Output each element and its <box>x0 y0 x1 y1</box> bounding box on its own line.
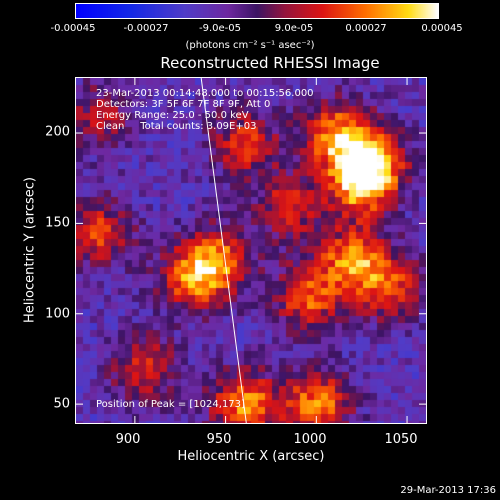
chart-title: Reconstructed RHESSI Image <box>160 54 380 72</box>
y-tick-label: 150 <box>45 215 70 231</box>
colorbar-tick-label: -0.00045 <box>50 23 96 34</box>
annotation-time: 23-Mar-2013 00:14:48.000 to 00:15:56.000 <box>96 88 314 99</box>
timestamp: 29-Mar-2013 17:36 <box>400 485 496 496</box>
x-tick-label: 950 <box>206 432 232 447</box>
colorbar-tick-label: -9.0e-05 <box>199 23 241 34</box>
colorbar-tick-label: 0.00027 <box>345 23 387 34</box>
colorbar-units: (photons cm⁻² s⁻¹ asec⁻²) <box>185 40 315 51</box>
annotation-energy: Energy Range: 25.0 - 50.0 keV <box>96 110 249 121</box>
x-axis-label: Heliocentric X (arcsec) <box>177 449 325 464</box>
colorbar-tick-label: -0.00027 <box>123 23 169 34</box>
colorbar-tick-label: 0.00045 <box>421 23 463 34</box>
y-tick-label: 200 <box>45 124 70 140</box>
plot-area: 23-Mar-2013 00:14:48.000 to 00:15:56.000… <box>75 77 427 424</box>
peak-position-label: Position of Peak = [1024,173] <box>96 399 245 410</box>
heatmap-image <box>76 78 426 423</box>
colorbar-gradient <box>76 4 438 18</box>
annotation-detectors: Detectors: 3F 5F 6F 7F 8F 9F, Att 0 <box>96 99 271 110</box>
colorbar-tick-label: 9.0e-05 <box>274 23 314 34</box>
x-tick-label: 1000 <box>293 432 327 447</box>
plot-overlay <box>200 78 247 423</box>
annotation-clean: Clean Total counts: 3.09E+03 <box>96 121 257 132</box>
colorbar <box>75 3 439 19</box>
y-tick-label: 50 <box>53 396 70 412</box>
y-tick-label: 100 <box>45 306 70 322</box>
x-tick-label: 1050 <box>384 432 418 447</box>
x-tick-label: 900 <box>115 432 141 447</box>
solar-limb-line <box>200 78 247 423</box>
y-axis-label: Heliocentric Y (arcsec) <box>22 177 38 323</box>
